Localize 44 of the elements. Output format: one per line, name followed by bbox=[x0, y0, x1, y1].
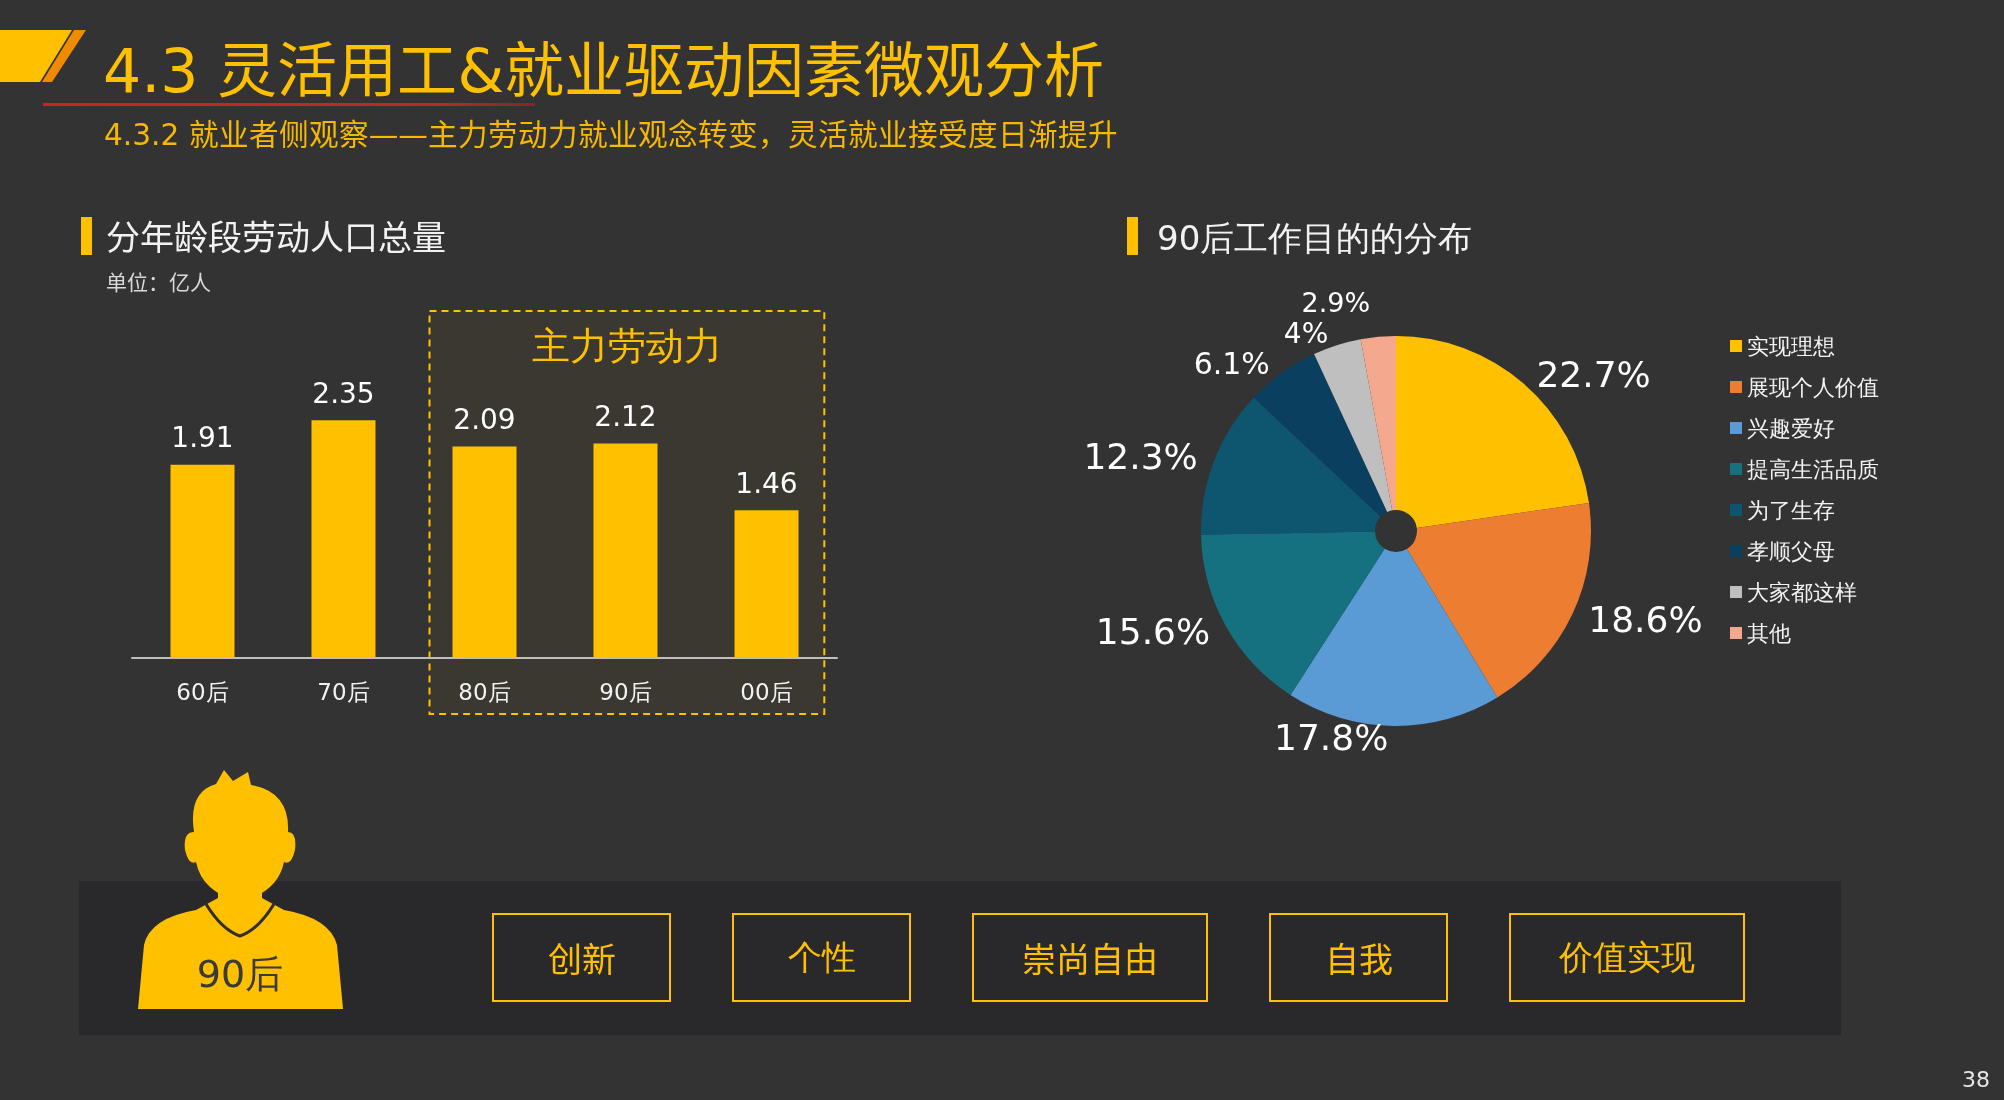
text: 90后 bbox=[196, 952, 284, 998]
bar bbox=[311, 420, 376, 658]
x-tick-label: 60后 bbox=[176, 678, 229, 705]
chart-title: 90后工作目的的分布 bbox=[1157, 217, 1473, 259]
data-label: 12.3% bbox=[1083, 436, 1198, 478]
legend-label: 其他 bbox=[1747, 620, 1791, 646]
keyword-box: 创新 bbox=[492, 913, 671, 1002]
data-label: 6.1% bbox=[1193, 345, 1270, 381]
data-label: 2.09 bbox=[453, 402, 516, 436]
bar bbox=[452, 446, 517, 658]
keyword-box: 自我 bbox=[1269, 913, 1448, 1002]
data-label: 2.35 bbox=[312, 376, 375, 410]
text: 38 bbox=[1962, 1066, 1990, 1094]
legend-label: 提高生活品质 bbox=[1747, 456, 1879, 482]
data-label: 17.8% bbox=[1274, 717, 1389, 759]
data-label: 1.91 bbox=[171, 421, 234, 455]
data-label: 22.7% bbox=[1536, 353, 1651, 395]
legend-label: 实现理想 bbox=[1747, 333, 1835, 359]
legend-label: 大家都这样 bbox=[1747, 579, 1857, 605]
legend-label: 兴趣爱好 bbox=[1747, 415, 1835, 441]
x-tick-label: 70后 bbox=[317, 678, 370, 705]
chart-subtitle: 单位：亿人 bbox=[106, 271, 211, 297]
data-label: 2.12 bbox=[594, 399, 657, 433]
bar bbox=[734, 510, 799, 658]
bar bbox=[593, 443, 658, 658]
legend-label: 展现个人价值 bbox=[1747, 374, 1879, 400]
data-label: 2.9% bbox=[1301, 287, 1371, 319]
bar bbox=[170, 464, 235, 658]
legend-label: 孝顺父母 bbox=[1747, 538, 1835, 564]
data-label: 4% bbox=[1283, 317, 1329, 351]
keyword-box: 崇尚自由 bbox=[972, 913, 1208, 1002]
x-tick-label: 00后 bbox=[740, 678, 793, 705]
keyword-box: 个性 bbox=[732, 913, 911, 1002]
text: 4.3.2 就业者侧观察——主力劳动力就业观念转变，灵活就业接受度日渐提升 bbox=[104, 118, 1118, 154]
data-label: 18.6% bbox=[1588, 598, 1703, 640]
data-label: 1.46 bbox=[735, 466, 798, 500]
data-label: 15.6% bbox=[1095, 611, 1211, 653]
x-tick-label: 80后 bbox=[458, 678, 511, 705]
text: 4.3 灵活用工&就业驱动因素微观分析 bbox=[103, 35, 1105, 107]
keyword-box: 价值实现 bbox=[1509, 913, 1745, 1002]
legend-label: 为了生存 bbox=[1747, 497, 1835, 523]
band-label: 主力劳动力 bbox=[531, 324, 722, 368]
chart-title: 分年龄段劳动人口总量 bbox=[106, 217, 446, 259]
x-tick-label: 90后 bbox=[599, 678, 652, 705]
